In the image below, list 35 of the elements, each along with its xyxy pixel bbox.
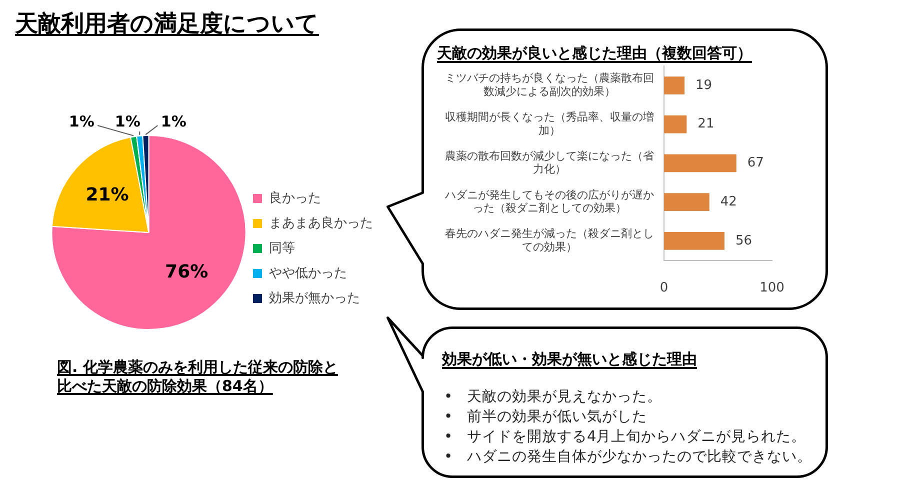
data-label: 76% xyxy=(165,261,208,282)
y-tick-label: ハダニが発生してもその後の広がりが遅かった（殺ダニ剤としての効果） xyxy=(444,188,654,215)
y-tick-label: ミツバチの持ちが良くなった（農薬散布回数減少による副次的効果） xyxy=(445,72,654,98)
bar xyxy=(664,232,724,250)
chart-title: 天敵利用者の満足度について xyxy=(15,10,319,39)
legend-label: やや低かった xyxy=(269,266,347,281)
x-tick-label: 100 xyxy=(760,280,784,296)
data-label: 21 xyxy=(698,116,714,132)
data-label: 21% xyxy=(86,184,129,206)
y-tick-label: 春先のハダニ発生が減った（殺ダニ剤としての効果） xyxy=(445,227,654,254)
text: 図. 化学農薬のみを利用した従来の防除と比べた天敵の防除効果（84名） xyxy=(57,358,339,396)
data-label: 42 xyxy=(720,194,737,210)
bar xyxy=(664,154,736,172)
text: 効果が低い・効果が無いと感じた理由 xyxy=(442,350,697,369)
data-label: 1% xyxy=(160,112,186,130)
data-label: 19 xyxy=(696,78,712,93)
y-tick-label: 収穫期間が長くなった（秀品率、収量の増加） xyxy=(445,110,654,137)
legend-label: 同等 xyxy=(269,240,295,256)
y-tick-label: 農薬の散布回数が減少して楽になった（省力化） xyxy=(445,149,654,176)
legend-label: まあまあ良かった xyxy=(269,216,373,231)
bar xyxy=(664,193,710,212)
text: • サイドを開放する4月上旬からハダニが見られた。 xyxy=(444,428,806,447)
data-label: 1% xyxy=(114,112,140,130)
text: • 天敵の効果が見えなかった。 xyxy=(444,388,662,407)
bar xyxy=(664,115,687,134)
text: • 前半の効果が低い気がした xyxy=(444,408,647,427)
legend-label: 良かった xyxy=(269,190,321,206)
text: • ハダニの発生自体が少なかったので比較できない。 xyxy=(444,448,812,467)
data-label: 67 xyxy=(747,156,764,171)
legend-label: 効果が無かった xyxy=(269,290,360,306)
chart-title: 天敵の効果が良いと感じた理由（複数回答可） xyxy=(437,44,752,63)
bar xyxy=(664,76,685,94)
data-label: 1% xyxy=(68,112,94,130)
data-label: 56 xyxy=(735,233,752,248)
x-tick-label: 0 xyxy=(660,280,668,296)
